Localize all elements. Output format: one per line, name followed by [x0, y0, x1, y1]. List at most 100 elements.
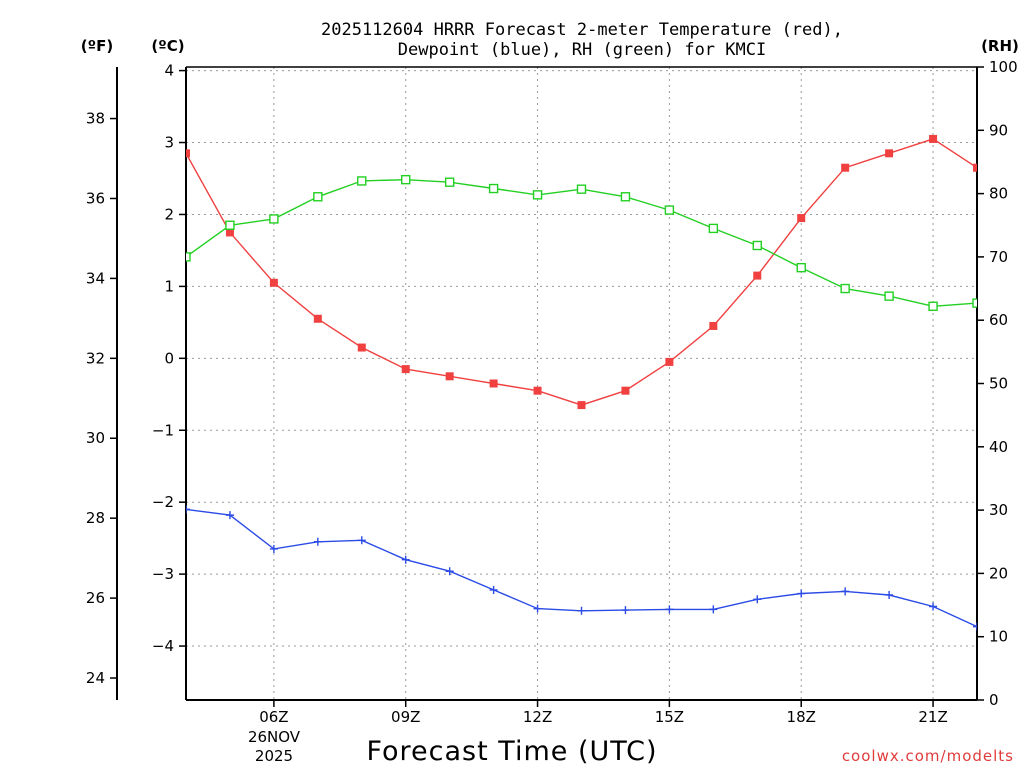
celsius-tick-label: 4 — [164, 62, 174, 80]
rh-point — [752, 240, 762, 251]
rh-point — [313, 192, 323, 202]
celsius-tick-label: 2 — [164, 205, 174, 223]
temperature-point — [841, 163, 850, 172]
celsius-tick-label: −4 — [152, 637, 174, 655]
dewpoint-point — [929, 602, 938, 611]
celsius-tick-label: −3 — [152, 565, 174, 583]
fahrenheit-tick-label: 38 — [86, 110, 105, 128]
rh-tick-label: 0 — [989, 691, 999, 709]
x-tick-label: 12Z — [523, 708, 552, 726]
rh-tick-label: 50 — [989, 375, 1008, 393]
rh-unit-label: (RH) — [981, 37, 1019, 55]
temperature-point — [709, 321, 718, 330]
rh-point — [488, 183, 499, 194]
fahrenheit-tick-label: 28 — [86, 509, 105, 527]
dewpoint-point — [533, 604, 542, 613]
rh-point — [444, 177, 455, 187]
fahrenheit-tick-label: 32 — [86, 349, 105, 367]
source-credit[interactable]: coolwx.com/modelts — [842, 747, 1014, 765]
rh-point — [972, 298, 977, 308]
x-tick-label: 15Z — [655, 708, 684, 726]
date-label-year: 2025 — [255, 747, 293, 765]
rh-point — [884, 291, 894, 301]
rh-point — [840, 283, 850, 294]
temperature-point — [929, 134, 938, 143]
rh-point — [225, 220, 235, 230]
fahrenheit-tick-label: 30 — [86, 429, 105, 447]
fahrenheit-tick-label: 36 — [86, 189, 105, 207]
axes: −4−3−2−101234242628303234363801020304050… — [86, 58, 1018, 726]
temperature-point — [225, 228, 234, 237]
rh-point — [401, 174, 411, 185]
rh-tick-label: 10 — [989, 628, 1008, 646]
rh-tick-label: 60 — [989, 311, 1008, 329]
celsius-tick-label: −2 — [152, 493, 174, 511]
celsius-unit-label: (ºC) — [151, 37, 184, 55]
celsius-tick-label: 0 — [164, 349, 174, 367]
rh-point — [186, 252, 191, 262]
dewpoint-point — [313, 537, 322, 546]
rh-tick-label: 40 — [989, 438, 1008, 456]
fahrenheit-tick-label: 24 — [86, 669, 105, 687]
temperature-point — [401, 365, 410, 374]
temperature-point — [885, 149, 894, 158]
rh-point — [576, 184, 587, 194]
rh-tick-label: 30 — [989, 501, 1008, 519]
dewpoint-point — [445, 567, 454, 576]
dewpoint-point — [665, 605, 674, 614]
rh-tick-label: 100 — [989, 58, 1018, 76]
fahrenheit-unit-label: (ºF) — [81, 37, 113, 55]
temperature-point — [313, 314, 322, 323]
grid — [186, 67, 977, 700]
celsius-tick-label: 3 — [164, 134, 174, 152]
x-axis-title: Forecast Time (UTC) — [366, 736, 657, 767]
x-tick-label: 21Z — [918, 708, 947, 726]
rh-point — [532, 190, 543, 200]
temperature-point — [753, 271, 762, 280]
dewpoint-point — [621, 606, 630, 615]
dewpoint-point — [225, 511, 234, 520]
temperature-point — [577, 401, 586, 410]
series-layer — [186, 134, 977, 631]
date-label-day: 26NOV — [248, 728, 301, 746]
celsius-tick-label: 1 — [164, 277, 174, 295]
celsius-tick-label: −1 — [152, 421, 174, 439]
dewpoint-point — [709, 605, 718, 614]
rh-tick-label: 90 — [989, 121, 1008, 139]
temperature-point — [357, 343, 366, 352]
temperature-point — [186, 149, 190, 158]
dewpoint-point — [269, 544, 278, 553]
temperature-point — [269, 278, 278, 287]
dewpoint-point — [973, 622, 977, 631]
dewpoint-point — [753, 595, 762, 604]
dewpoint-point — [841, 587, 850, 596]
dewpoint-point — [489, 585, 498, 594]
temperature-series-line — [186, 138, 977, 406]
chart-title-line-2: Dewpoint (blue), RH (green) for KMCI — [398, 40, 766, 60]
rh-tick-label: 20 — [989, 564, 1008, 582]
dewpoint-point — [885, 590, 894, 599]
rh-point — [269, 214, 279, 224]
dewpoint-point — [357, 536, 366, 545]
x-tick-label: 18Z — [787, 708, 816, 726]
temperature-point — [665, 357, 674, 366]
dewpoint-point — [797, 589, 806, 598]
temperature-point — [533, 386, 542, 395]
rh-point — [357, 176, 367, 186]
temperature-point — [973, 163, 977, 172]
fahrenheit-tick-label: 34 — [86, 269, 105, 287]
dewpoint-point — [577, 606, 586, 615]
rh-series-line — [186, 178, 977, 308]
chart-title-line-1: 2025112604 HRRR Forecast 2-meter Tempera… — [321, 20, 843, 40]
rh-tick-label: 80 — [989, 185, 1008, 203]
dewpoint-point — [401, 555, 410, 564]
temperature-point — [489, 379, 498, 388]
temperature-point — [445, 372, 454, 381]
rh-point — [620, 192, 631, 202]
rh-tick-label: 70 — [989, 248, 1008, 266]
temperature-point — [621, 386, 630, 395]
rh-point — [796, 262, 806, 273]
rh-point — [928, 301, 938, 311]
fahrenheit-tick-label: 26 — [86, 589, 105, 607]
